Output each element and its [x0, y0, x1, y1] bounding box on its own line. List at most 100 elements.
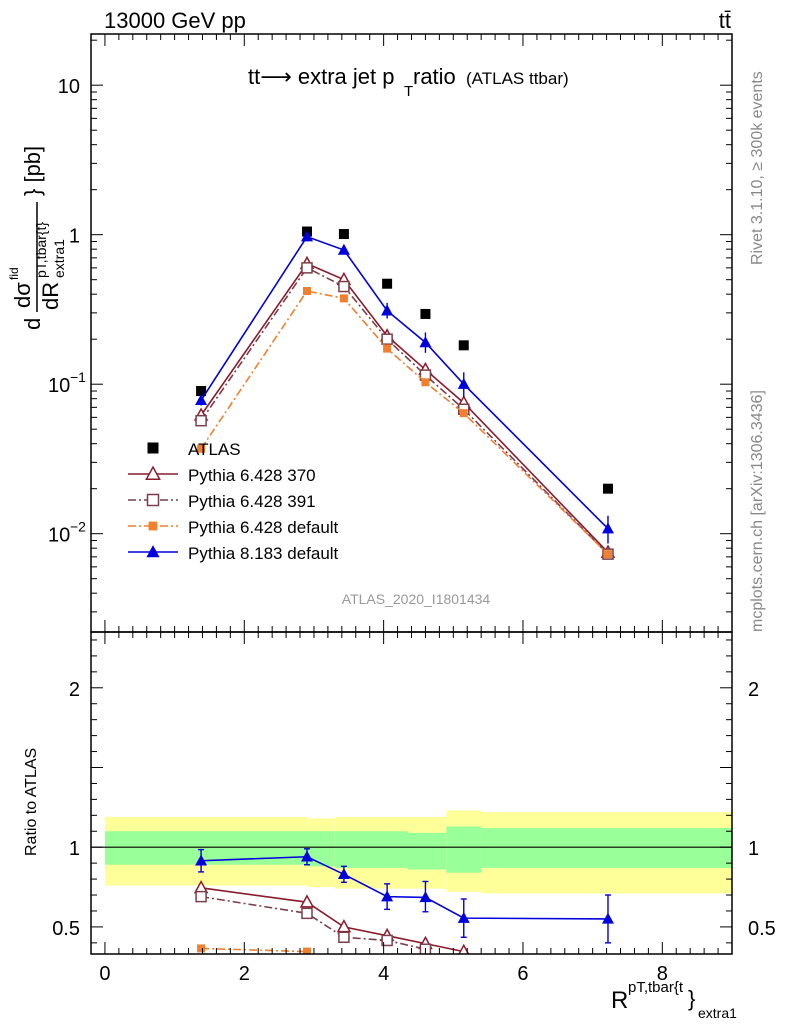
ytick-value: 10: [58, 76, 80, 98]
ratio-point: [419, 891, 432, 903]
legend-label: Pythia 8.183 default: [188, 544, 339, 563]
ratio-point: [337, 867, 350, 880]
data-point: [381, 333, 393, 345]
ratio-ytick-label: 2: [69, 679, 80, 701]
legend-entry-pythia-6-428-391: Pythia 6.428 391: [128, 492, 316, 511]
ratio-point: [302, 947, 311, 954]
legend-label: ATLAS: [188, 440, 241, 459]
ratio-point: [300, 850, 313, 862]
ratio-xlabel: R pT,tbar{t } extra1: [611, 979, 737, 1021]
ylabel-unit: } [pb]: [20, 146, 45, 196]
data-point: [459, 409, 468, 418]
data-point: [339, 294, 348, 303]
analysis-label: ATLAS_2020_I1801434: [342, 591, 491, 607]
ratio-ytick-label-right: 0.5: [748, 918, 776, 940]
data-point: [601, 522, 614, 534]
data-point: [300, 230, 313, 242]
series-line: [200, 266, 609, 555]
main-ytick-label: 10: [58, 76, 80, 98]
legend-entry-pythia-6-428-370: Pythia 6.428 370: [128, 465, 316, 485]
legend-marker: [148, 521, 158, 531]
data-point: [382, 278, 393, 289]
main-ytick-label: 10 −1: [48, 369, 86, 397]
ratio-point: [195, 890, 207, 903]
ratio-ytick-label: 0.5: [52, 918, 80, 940]
legend-entry-atlas: ATLAS: [147, 440, 241, 459]
data-point: [196, 386, 207, 397]
data-point: [301, 262, 313, 274]
ylabel-denominator: dR: [38, 282, 63, 310]
ratio-ytick-label-right: 1: [748, 838, 759, 860]
ratio-point: [299, 894, 315, 908]
ylabel-numerator: dσ: [10, 282, 35, 308]
uncertainty-band-inner: [334, 831, 409, 868]
process-label: tt̄: [719, 8, 731, 33]
rivet-version-label: Rivet 3.1.10, ≥ 300k events: [749, 71, 766, 265]
uncertainty-band-inner: [104, 831, 307, 865]
data-point: [383, 344, 392, 353]
legend-label: Pythia 6.428 391: [188, 492, 316, 511]
series-pythia-6-428-default: [197, 287, 612, 559]
ratio-point: [336, 919, 352, 933]
title-sub: T: [404, 83, 413, 100]
main-ytick-label: 1: [69, 226, 80, 248]
ratio-point: [457, 911, 470, 923]
data-point: [381, 304, 394, 316]
data-point: [337, 243, 350, 255]
ratio-point: [338, 931, 350, 944]
ratio-ylabel: Ratio to ATLAS: [23, 748, 40, 856]
ytick-exponent: −2: [70, 519, 86, 535]
ratio-point: [197, 944, 206, 953]
data-point: [338, 229, 349, 240]
ratio-ytick-label-right: 2: [748, 679, 759, 701]
data-point: [602, 483, 613, 494]
ylabel-denominator-sub: extra1: [51, 239, 67, 278]
data-point: [603, 550, 612, 559]
legend-label: Pythia 6.428 default: [188, 518, 339, 537]
xlabel-sup: pT,tbar{t: [628, 979, 684, 996]
ytick-value: 1: [69, 226, 80, 248]
ratio-point: [601, 912, 614, 924]
title-main: tt⟶ extra jet p: [248, 64, 394, 89]
xlabel-sub: extra1: [698, 1005, 737, 1021]
legend-entry-pythia-8-183-default: Pythia 8.183 default: [128, 544, 339, 563]
uncertainty-band-inner: [481, 828, 732, 868]
mcplots-label: mcplots.cern.ch [arXiv:1306.3436]: [749, 390, 766, 632]
data-point: [195, 394, 208, 406]
main-ylabel: d dσ fid dR pT,tbar{t} extra1 } [pb]: [7, 146, 67, 330]
title-small: (ATLAS ttbar): [466, 69, 569, 88]
data-point: [302, 287, 311, 296]
ratio-series-pythia-6-428-391: [195, 890, 432, 954]
ylabel-denominator-sup: pT,tbar{t}: [33, 222, 49, 278]
ratio-xtick-label: 0: [99, 963, 110, 985]
series-pythia-6-428-391: [195, 262, 614, 560]
data-point: [458, 340, 469, 351]
xlabel-main: R: [611, 987, 628, 1014]
legend-marker: [145, 465, 161, 480]
ytick-base: 10: [48, 525, 70, 547]
ratio-line: [201, 947, 308, 953]
ratio-xtick-label: 6: [517, 963, 528, 985]
ytick-base: 10: [48, 375, 70, 397]
ratio-point: [195, 854, 208, 866]
main-plot-title: tt⟶ extra jet p T ratio (ATLAS ttbar): [248, 64, 569, 100]
ratio-plot-frame: [90, 631, 733, 955]
legend-label: Pythia 6.428 370: [188, 466, 316, 485]
collision-energy-label: 13000 GeV pp: [104, 8, 246, 33]
ratio-series-pythia-6-428-default: [197, 944, 311, 954]
uncertainty-band-inner: [446, 826, 482, 873]
title-rest: ratio: [413, 64, 456, 89]
main-plot-frame: [90, 33, 733, 633]
ratio-point: [381, 890, 394, 902]
ratio-xtick-label: 2: [239, 963, 250, 985]
legend: ATLAS Pythia 6.428 370 Pythia 6.428 391 Pyt…: [128, 440, 339, 563]
ratio-xtick-label: 4: [378, 963, 389, 985]
data-point: [197, 444, 206, 453]
data-point: [420, 308, 431, 319]
ratio-series-pythia-8-183-default: [195, 848, 614, 944]
legend-entry-pythia-6-428-default: Pythia 6.428 default: [128, 518, 339, 537]
ytick-exponent: −1: [70, 369, 86, 385]
series-atlas: [196, 226, 613, 494]
ratio-ytick-label: 1: [69, 838, 80, 860]
